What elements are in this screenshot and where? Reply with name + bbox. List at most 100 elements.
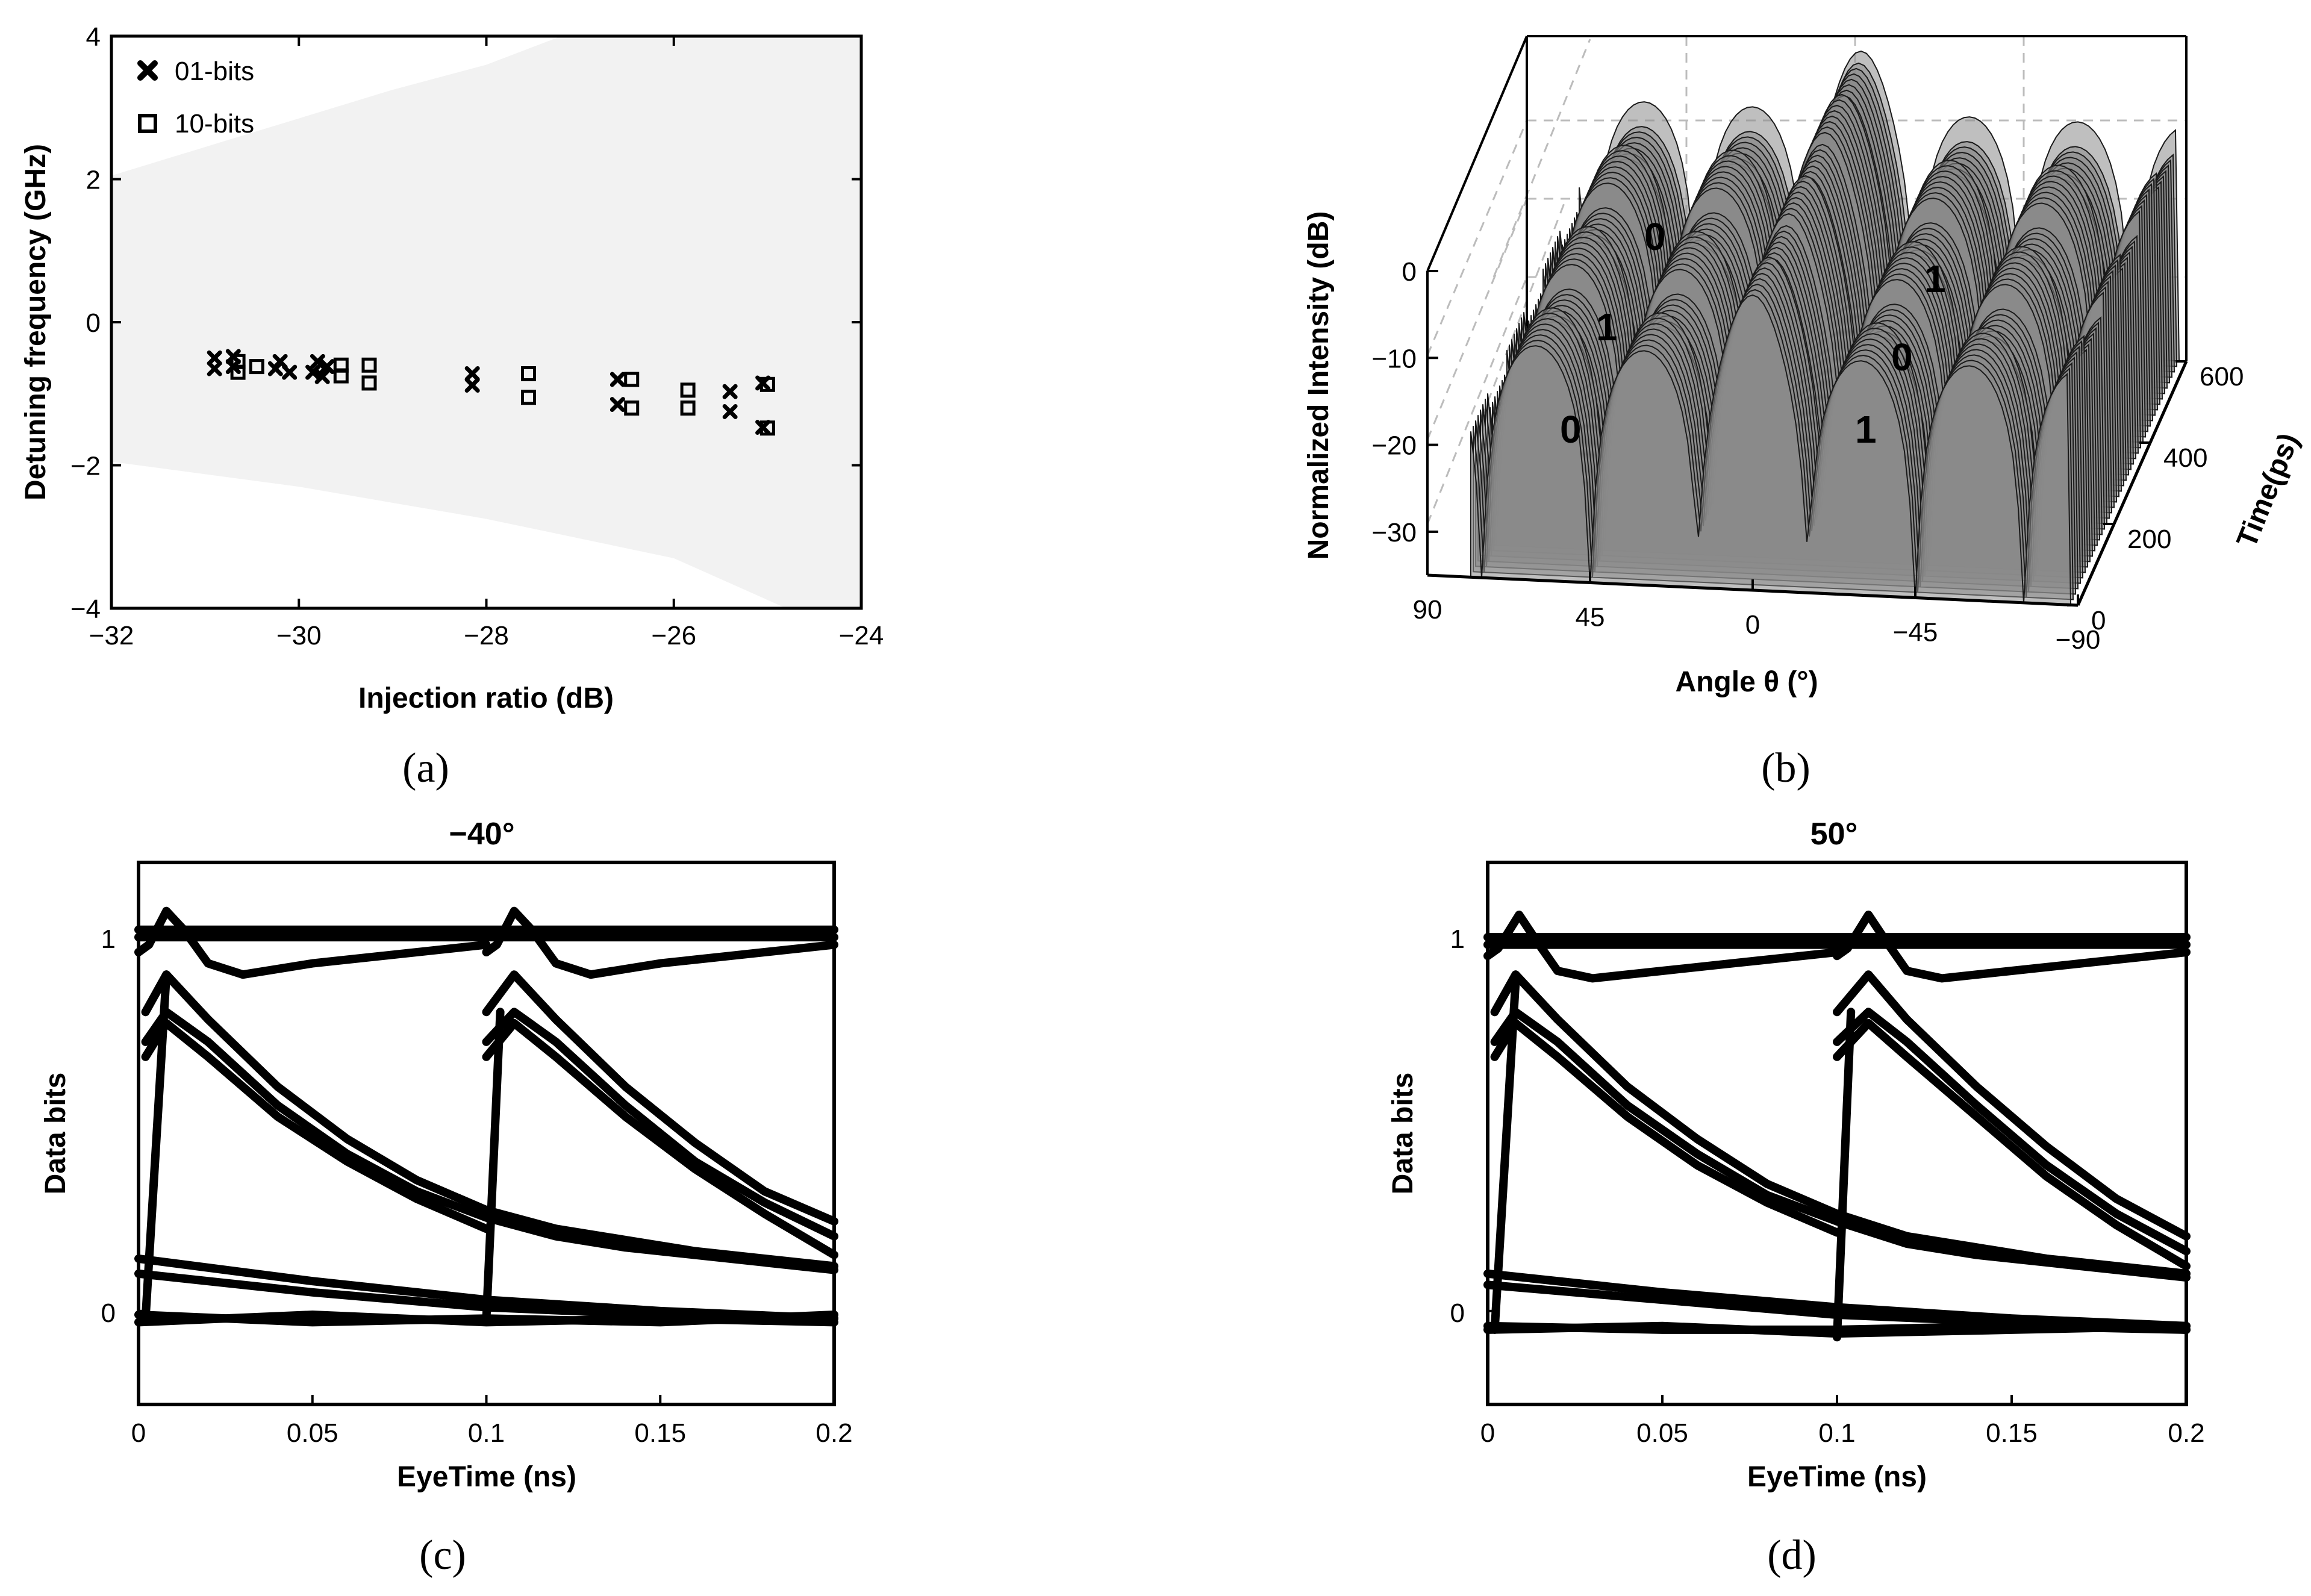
panel-c-eye-diagram: −40° 0 0.05 0.1 0.15 0.2 0 1 EyeTime (ns) Data… <box>40 817 853 1579</box>
panel-c-y-axis-label: Data bits <box>40 1073 72 1195</box>
point-10-bits <box>624 372 640 387</box>
point-10-bits <box>521 366 537 381</box>
bit-label-0-left: 0 <box>1560 408 1582 451</box>
panel-d-traces <box>1483 910 2191 1342</box>
point-01-bits <box>610 397 625 413</box>
panel-b-x-tick-label: 90 <box>1413 595 1442 625</box>
panel-b-z-tick-label: 0 <box>1402 257 1417 287</box>
x-tick-label: 0.15 <box>1986 1418 2038 1448</box>
point-01-bits <box>319 359 335 375</box>
panel-a-y-tick-label: 4 <box>86 22 101 52</box>
x-tick-label: 0.2 <box>2168 1418 2204 1448</box>
panel-b-x-tick-label: 0 <box>1745 610 1760 640</box>
point-10-bits <box>680 382 696 398</box>
trace-decay-1b <box>141 1008 838 1274</box>
panel-a-x-tick-label: −24 <box>839 621 884 650</box>
point-10-bits <box>759 420 775 436</box>
x-tick-label: 0.05 <box>287 1418 338 1448</box>
panel-a-x-tick-label: −32 <box>89 621 134 650</box>
trace-decay-1b <box>1490 1008 2191 1282</box>
point-01-bits <box>464 378 480 393</box>
bit-label-1-right-low: 1 <box>1855 408 1877 451</box>
panel-c-x-axis-label: EyeTime (ns) <box>397 1461 576 1493</box>
legend-label-10-bits: 10-bits <box>175 109 254 139</box>
panel-a-x-tick-label: −28 <box>464 621 509 650</box>
panel-b-x-tick-label: −90 <box>2056 625 2101 655</box>
point-10-bits <box>680 401 696 416</box>
x-tick-label: 0.1 <box>1818 1418 1855 1448</box>
trace-decay-1c <box>1490 1018 1841 1237</box>
legend-label-01-bits: 01-bits <box>175 57 254 86</box>
locking-region <box>111 36 861 608</box>
point-01-bits <box>207 361 222 376</box>
panel-a-y-tick-label: 2 <box>86 166 101 195</box>
x-tick-label: 0 <box>1480 1418 1495 1448</box>
point-10-bits <box>361 357 377 373</box>
point-10-bits <box>333 368 349 384</box>
panel-a-legend: 01-bits 10-bits <box>137 57 254 139</box>
panel-b-x-axis-label: Angle θ (°) <box>1675 666 1818 698</box>
point-01-bits <box>267 361 283 376</box>
trace-rise-2 <box>1833 1008 1856 1342</box>
point-01-bits <box>722 384 738 399</box>
point-01-bits <box>207 350 222 366</box>
trace-overshoot-2 <box>1833 910 2191 983</box>
panel-b-y-axis-label: Time(ps) <box>2231 429 2306 552</box>
bit-label-1-left: 1 <box>1596 305 1618 349</box>
panel-b-z-axis-label: Normalized Intensity (dB) <box>1303 211 1335 560</box>
panel-a-y-tick-label: 0 <box>86 308 101 338</box>
panel-a-points <box>207 349 775 436</box>
point-10-bits <box>230 364 246 380</box>
panel-a-scatter: −32 −30 −28 −26 −24 −4 −2 0 2 4 01-bits 10-bits I… <box>20 22 884 791</box>
panel-d-caption: (d) <box>1767 1532 1817 1579</box>
bit-label-0-top: 0 <box>1644 215 1666 258</box>
point-10-bits <box>361 375 377 391</box>
y-tick-label: 0 <box>1450 1298 1465 1328</box>
panel-a-y-tick-label: −4 <box>70 594 101 624</box>
bit-label-0-right: 0 <box>1891 335 1913 379</box>
panel-d-title: 50° <box>1810 817 1858 852</box>
panel-c-axes-box <box>137 861 836 1406</box>
panel-b-y-tick-label: 400 <box>2163 443 2207 473</box>
point-01-bits <box>310 354 325 369</box>
panel-d-axes-box <box>1486 861 2188 1406</box>
trace-decay-2c <box>1833 1018 2191 1271</box>
panel-a-x-axis-label: Injection ratio (dB) <box>358 682 614 714</box>
panel-a-y-tick-label: −2 <box>70 452 101 481</box>
point-01-bits <box>305 364 321 380</box>
bit-label-1-right: 1 <box>1924 257 1946 301</box>
panel-d-y-axis-label: Data bits <box>1387 1073 1419 1195</box>
panel-d-ticks: 0 0.05 0.1 0.15 0.2 0 1 <box>1450 924 2205 1448</box>
panel-b-y-tick-label: 0 <box>2091 606 2106 635</box>
panel-b-caption: (b) <box>1761 745 1810 791</box>
panel-b-y-tick-label: 200 <box>2127 525 2171 554</box>
x-tick-label: 0.2 <box>816 1418 852 1448</box>
panel-c-traces <box>134 906 838 1327</box>
panel-b-z-tick-label: −30 <box>1371 518 1417 547</box>
panel-a-axes-box <box>110 34 863 610</box>
y-tick-label: 1 <box>1450 924 1465 954</box>
box-edges <box>1426 35 2188 575</box>
panel-a-caption: (a) <box>402 745 449 791</box>
y-tick-label: 1 <box>101 924 116 954</box>
intensity-surface <box>1470 50 2180 606</box>
point-01-bits <box>314 369 330 384</box>
trace-decay-2a <box>482 970 838 1226</box>
trace-overshoot-1 <box>1483 910 1841 983</box>
point-01-bits <box>610 372 625 387</box>
trace-decay-2b <box>1833 1008 2191 1256</box>
point-10-bits <box>249 359 264 375</box>
surface-slice <box>1470 294 2072 606</box>
trace-decay-2b <box>482 1008 838 1241</box>
trace-decay-1c <box>141 1018 491 1233</box>
x-tick-label: 0 <box>131 1418 146 1448</box>
panel-b-x-tick-label: 45 <box>1576 603 1605 632</box>
panel-b-x-tick-label: −45 <box>1893 618 1938 647</box>
point-01-bits <box>722 404 738 419</box>
panel-a-x-tick-label: −26 <box>651 621 696 650</box>
trace-overshoot-2 <box>482 906 838 979</box>
panel-b-z-tick-label: −20 <box>1371 431 1417 461</box>
y-tick-label: 0 <box>101 1298 116 1328</box>
panel-a-x-tick-label: −30 <box>276 621 322 650</box>
